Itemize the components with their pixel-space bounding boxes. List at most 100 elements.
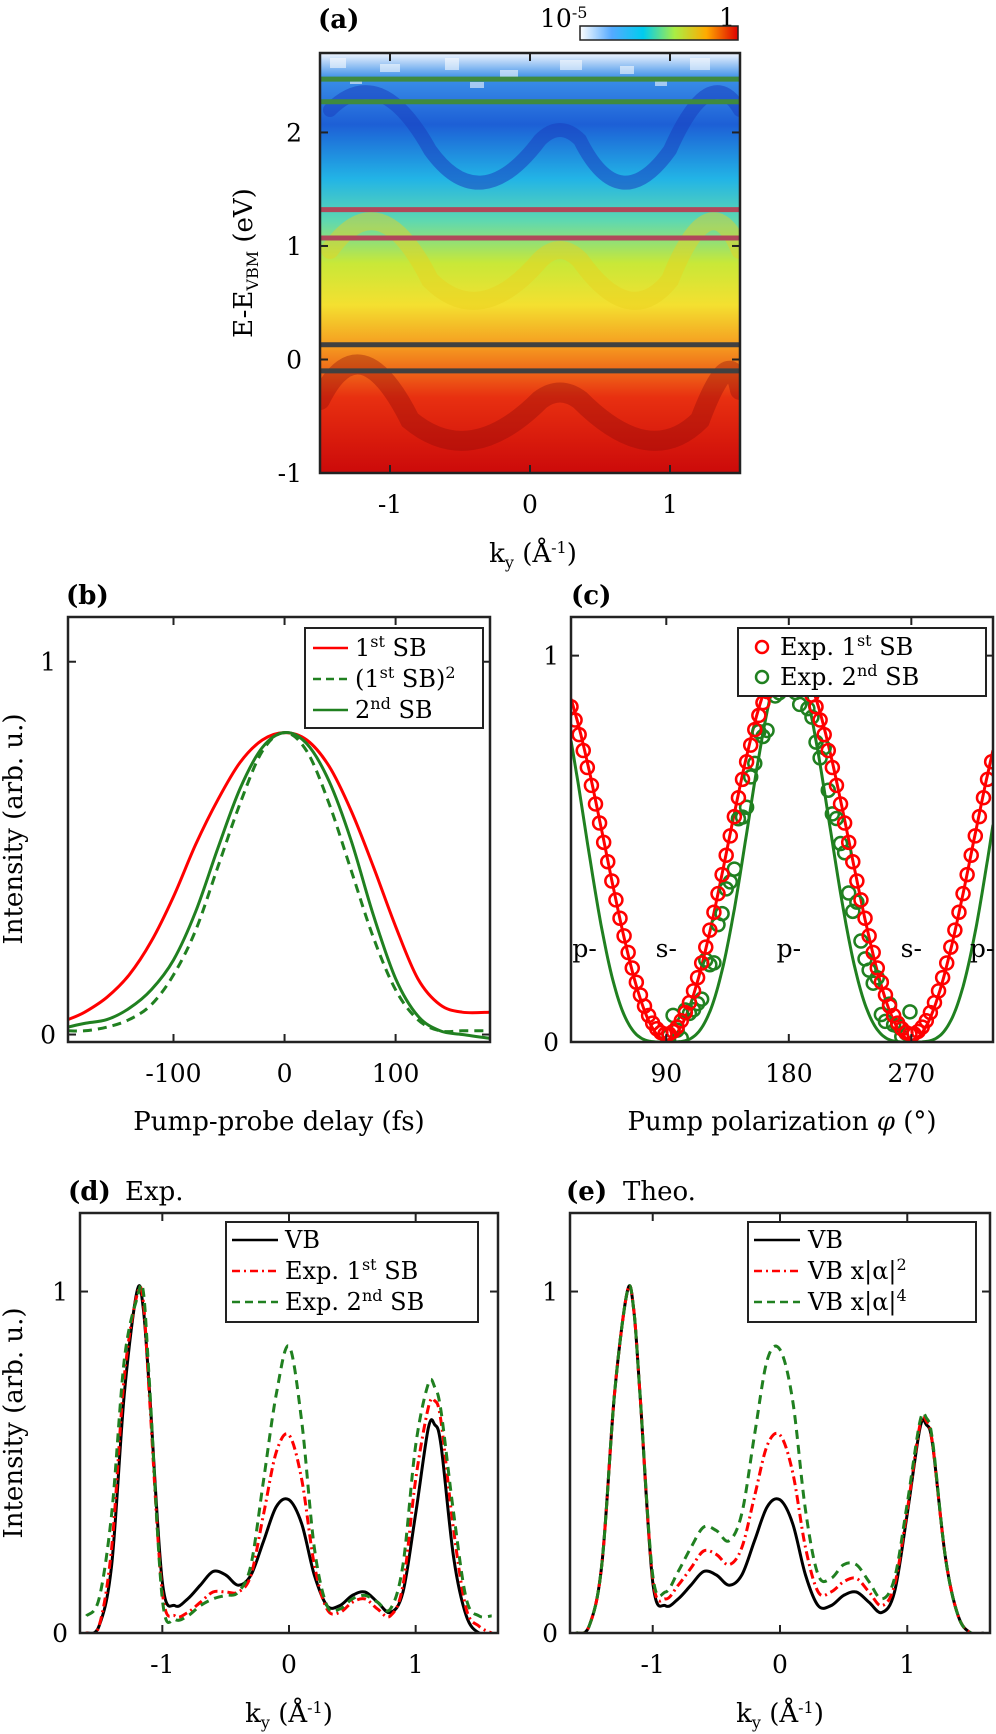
data-point-1st-sb (849, 873, 865, 889)
panel-c-xlabel: Pump polarization φ (°) (627, 1107, 936, 1137)
data-point-1st-sb (604, 873, 620, 889)
x-tick-label: -1 (641, 1650, 665, 1679)
data-point-1st-sb (600, 854, 616, 870)
data-point-1st-sb (808, 699, 824, 715)
x-tick-label: 1 (408, 1650, 424, 1679)
legend-entry: Exp. 1st SB (780, 631, 913, 661)
panel-b: (b) -100 0 100 0 1 1st SB (1st SB)2 2nd SB P… (0, 581, 492, 1137)
data-point-2nd-sb (961, 0, 974, 7)
panel-a-ylabel: E-EVBM (eV) (229, 188, 262, 338)
data-point-2nd-sb (626, 0, 639, 7)
data-point-2nd-sb (908, 0, 921, 7)
legend-entry: Exp. 2nd SB (285, 1286, 424, 1316)
data-point-2nd-sb (840, 885, 857, 901)
data-point-2nd-sb (977, 0, 990, 7)
y-tick-label: 1 (542, 1278, 558, 1307)
heatmap-image (320, 53, 740, 473)
data-point-2nd-sb (791, 696, 808, 713)
panel-d-legend: VB Exp. 1st SB Exp. 2nd SB (225, 1221, 479, 1323)
data-point-2nd-sb (902, 1004, 918, 1020)
data-point-1st-sb (865, 944, 881, 961)
legend-entry: 1st SB (355, 632, 427, 662)
panel-b-ticks: -100 0 100 0 1 (40, 617, 490, 1088)
data-point-2nd-sb (845, 903, 861, 920)
data-point-2nd-sb (738, 799, 755, 816)
data-point-1st-sb (575, 742, 592, 759)
panel-d-title: Exp. (125, 1177, 184, 1207)
data-point-1st-sb (714, 866, 730, 883)
data-point-1st-sb (722, 828, 739, 844)
x-tick-label: 0 (772, 1650, 788, 1679)
data-point-2nd-sb (973, 0, 986, 7)
data-point-1st-sb (951, 904, 967, 920)
data-point-1st-sb (938, 955, 955, 971)
data-point-1st-sb (587, 796, 604, 812)
data-point-2nd-sb (742, 769, 759, 785)
data-point-2nd-sb (969, 0, 982, 7)
data-point-1st-sb (845, 854, 861, 870)
panel-a-xlabel: ky (Å-1) (489, 537, 577, 572)
y-tick-label: 1 (543, 642, 559, 671)
series-line-1st-sb-fit (571, 652, 993, 1042)
data-point-2nd-sb (650, 0, 663, 7)
panel-c-annotations: p-s-p-s-p- (572, 934, 994, 963)
data-point-2nd-sb (965, 0, 978, 7)
panel-e-ticks: -1 0 1 0 1 (542, 1213, 990, 1679)
series-line-1st-sb (68, 731, 490, 1021)
y-tick-label: 0 (543, 1028, 559, 1057)
series-line--1st-sb-2 (68, 731, 490, 1034)
data-point-2nd-sb (820, 782, 837, 798)
data-point-1st-sb (689, 969, 706, 986)
data-point-1st-sb (640, 1007, 657, 1024)
x-tick-label: 0 (277, 1059, 293, 1088)
x-tick-label: -1 (378, 490, 402, 519)
panel-c: (c) 90 180 270 0 1 p-s-p-s-p- Exp. 1st SB Ex… (543, 0, 996, 1137)
data-point-1st-sb (857, 910, 873, 927)
series-line-exp-2nd-sb (85, 1282, 492, 1624)
data-point-1st-sb (571, 699, 579, 715)
legend-entry: (1st SB)2 (355, 663, 456, 693)
data-point-1st-sb (738, 754, 755, 770)
series-line-vb-x-4 (575, 1284, 984, 1633)
data-point-2nd-sb (824, 806, 841, 822)
data-point-1st-sb (706, 904, 722, 920)
data-point-2nd-sb (952, 0, 965, 7)
y-tick-label: 2 (286, 118, 302, 147)
data-point-1st-sb (959, 866, 975, 883)
data-point-1st-sb (930, 983, 947, 999)
panel-c-ticks: 90 180 270 0 1 (543, 617, 993, 1088)
data-point-2nd-sb (928, 0, 941, 7)
data-point-1st-sb (571, 726, 587, 743)
data-point-1st-sb (869, 960, 886, 976)
data-point-2nd-sb (985, 0, 996, 7)
data-point-1st-sb (636, 998, 653, 1014)
data-point-2nd-sb (638, 0, 651, 7)
data-point-2nd-sb (832, 835, 849, 852)
data-point-1st-sb (853, 892, 869, 908)
panel-d-label: (d) (68, 1177, 111, 1207)
x-tick-label: -1 (150, 1650, 174, 1679)
data-point-2nd-sb (601, 0, 614, 7)
energy-cut-lines (320, 76, 740, 374)
y-tick-label: 1 (52, 1278, 68, 1307)
data-point-1st-sb (673, 1013, 690, 1029)
polarization-annotation: s- (901, 934, 922, 963)
data-point-2nd-sb (747, 755, 763, 772)
data-point-1st-sb (730, 789, 747, 806)
data-point-1st-sb (885, 1007, 902, 1024)
panel-d: (d) Exp. -1 0 1 0 1 VB Exp. 1st SB Exp. 2nd … (0, 1177, 500, 1732)
colorbar-min-exp: -5 (572, 3, 588, 22)
data-point-2nd-sb (924, 0, 937, 7)
data-point-1st-sb (983, 754, 993, 770)
panel-b-legend: 1st SB (1st SB)2 2nd SB (304, 627, 484, 729)
panel-a-label: (a) (318, 5, 359, 35)
data-point-2nd-sb (920, 0, 933, 7)
panel-d-series (85, 1282, 493, 1633)
y-tick-label: -1 (278, 459, 302, 488)
panel-e-legend: VB VB x|α|2 VB x|α|4 (747, 1221, 977, 1323)
x-tick-label: 180 (765, 1059, 813, 1088)
x-tick-label: 90 (650, 1059, 682, 1088)
y-tick-label: 0 (40, 1021, 56, 1050)
data-point-1st-sb (685, 983, 702, 999)
polarization-annotation: p- (572, 934, 596, 963)
